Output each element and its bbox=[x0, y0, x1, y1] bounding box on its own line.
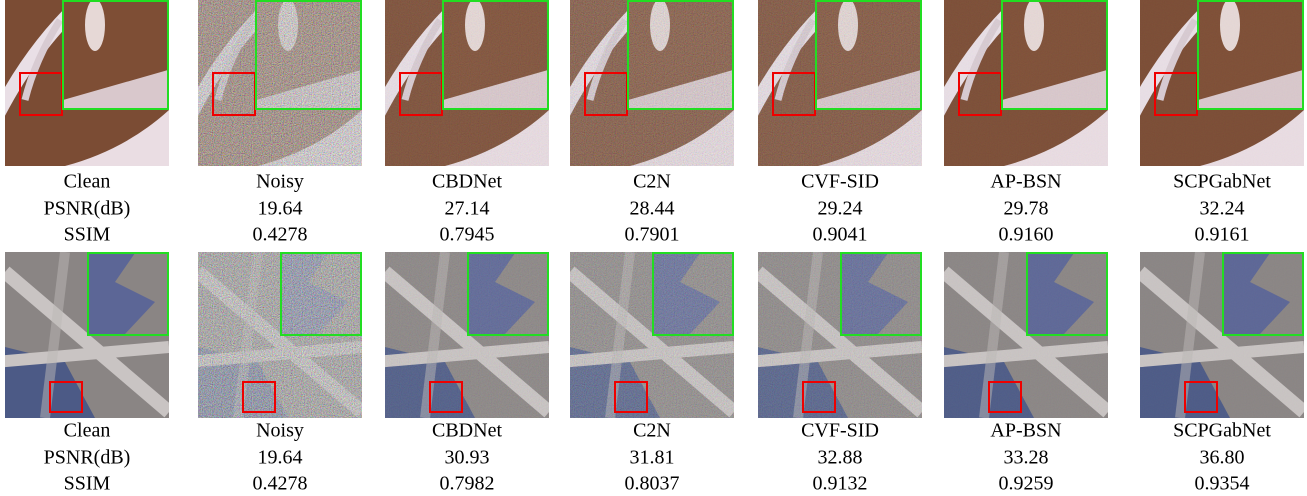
ssim-value: 0.9259 bbox=[999, 473, 1054, 495]
method-name: Clean bbox=[64, 420, 111, 442]
psnr-value: 27.14 bbox=[445, 198, 490, 220]
ssim-value: 0.7945 bbox=[440, 224, 495, 246]
noise bbox=[758, 0, 922, 166]
method-name: CVF-SID bbox=[801, 171, 879, 193]
method-name: Noisy bbox=[256, 420, 304, 442]
noise bbox=[570, 0, 734, 166]
image-panel bbox=[748, 252, 922, 418]
image-panel bbox=[560, 0, 734, 166]
ssim-value: 0.4278 bbox=[253, 473, 308, 495]
ssim-value: 0.8037 bbox=[625, 473, 680, 495]
method-name: AP-BSN bbox=[990, 171, 1061, 193]
ssim-value: 0.4278 bbox=[253, 224, 308, 246]
ssim-value: 0.9160 bbox=[999, 224, 1054, 246]
psnr-label: PSNR(dB) bbox=[44, 447, 131, 469]
method-name: SCPGabNet bbox=[1173, 420, 1271, 442]
image-panel bbox=[1130, 252, 1304, 418]
method-name: SCPGabNet bbox=[1173, 171, 1271, 193]
method-name: Clean bbox=[64, 171, 111, 193]
ssim-value: 0.9161 bbox=[1195, 224, 1250, 246]
psnr-label: PSNR(dB) bbox=[44, 198, 131, 220]
psnr-value: 32.24 bbox=[1200, 198, 1245, 220]
psnr-value: 19.64 bbox=[258, 198, 303, 220]
psnr-value: 30.93 bbox=[445, 447, 490, 469]
ssim-label: SSIM bbox=[64, 224, 111, 246]
image-panel bbox=[188, 0, 362, 166]
psnr-value: 36.80 bbox=[1200, 447, 1245, 469]
psnr-value: 19.64 bbox=[258, 447, 303, 469]
image-panel bbox=[934, 0, 1108, 166]
image-panel bbox=[934, 252, 1108, 418]
ssim-value: 0.7901 bbox=[625, 224, 680, 246]
image-panel bbox=[375, 252, 549, 418]
image-panel bbox=[1130, 0, 1304, 166]
ssim-value: 0.9132 bbox=[813, 473, 868, 495]
image-panel bbox=[375, 0, 549, 166]
method-name: C2N bbox=[633, 171, 671, 193]
psnr-value: 28.44 bbox=[630, 198, 675, 220]
image-panel bbox=[0, 252, 169, 418]
noise bbox=[198, 0, 362, 166]
image-panel bbox=[188, 252, 362, 418]
psnr-value: 29.24 bbox=[818, 198, 863, 220]
noise bbox=[1140, 0, 1304, 166]
psnr-value: 33.28 bbox=[1004, 447, 1049, 469]
image-panel bbox=[0, 0, 169, 166]
ssim-value: 0.9041 bbox=[813, 224, 868, 246]
ssim-label: SSIM bbox=[64, 473, 111, 495]
psnr-value: 32.88 bbox=[818, 447, 863, 469]
ssim-value: 0.9354 bbox=[1195, 473, 1250, 495]
method-name: AP-BSN bbox=[990, 420, 1061, 442]
method-name: CVF-SID bbox=[801, 420, 879, 442]
image-panel bbox=[560, 252, 734, 418]
method-name: CBDNet bbox=[432, 171, 502, 193]
psnr-value: 29.78 bbox=[1004, 198, 1049, 220]
comparison-figure: Clean PSNR(dB) SSIM Noisy 19.64 0.4278 CBDNet 2… bbox=[0, 0, 1307, 496]
method-name: Noisy bbox=[256, 171, 304, 193]
image-panel bbox=[748, 0, 922, 166]
noise bbox=[385, 0, 549, 166]
noise bbox=[944, 0, 1108, 166]
method-name: C2N bbox=[633, 420, 671, 442]
ssim-value: 0.7982 bbox=[440, 473, 495, 495]
method-name: CBDNet bbox=[432, 420, 502, 442]
inset-highlight bbox=[85, 0, 105, 51]
psnr-value: 31.81 bbox=[630, 447, 675, 469]
